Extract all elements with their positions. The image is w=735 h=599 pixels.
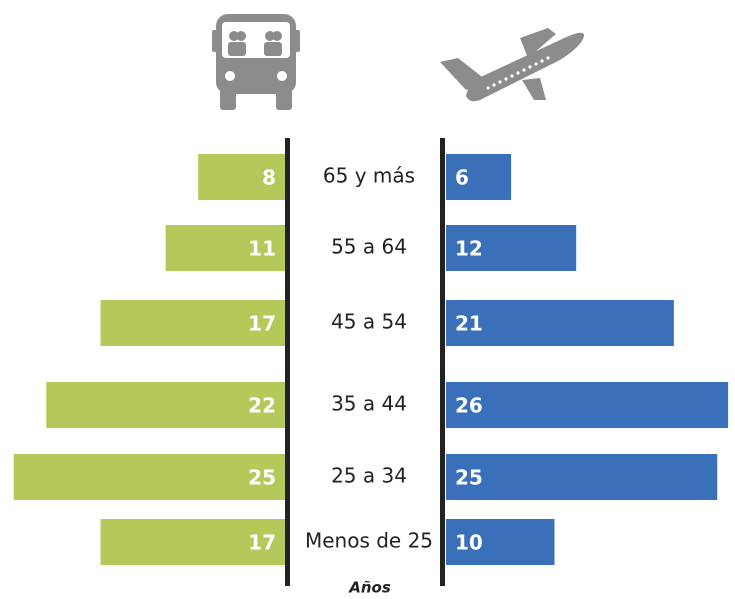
data-label: 25 [455,466,483,490]
bar [100,300,285,346]
data-label: 6 [455,166,469,190]
bar [446,454,718,500]
data-label: 17 [248,312,276,336]
bar [165,225,285,271]
bar [446,382,729,428]
data-label: 25 [248,466,276,490]
bar [446,225,577,271]
axis-line [440,138,445,586]
category-label: 65 y más [323,164,415,188]
axis-line [285,138,290,586]
x-axis-label: Años [348,579,391,597]
bar [46,382,285,428]
category-label: 35 a 44 [331,392,407,416]
data-label: 22 [248,394,276,418]
bar [100,519,285,565]
data-label: 26 [455,394,483,418]
data-label: 17 [248,531,276,555]
bar [446,154,512,200]
bar [13,454,285,500]
bar [446,519,555,565]
category-label: 45 a 54 [331,310,407,334]
category-label: 25 a 34 [331,464,407,488]
bar [198,154,285,200]
data-label: 12 [455,237,483,261]
data-label: 11 [248,237,276,261]
bar [446,300,674,346]
plane-icon [440,28,585,102]
data-label: 10 [455,531,483,555]
data-label: 8 [262,166,276,190]
category-label: 55 a 64 [331,235,407,259]
category-label: Menos de 25 [305,529,433,553]
data-label: 21 [455,312,483,336]
bus-icon [212,14,300,110]
